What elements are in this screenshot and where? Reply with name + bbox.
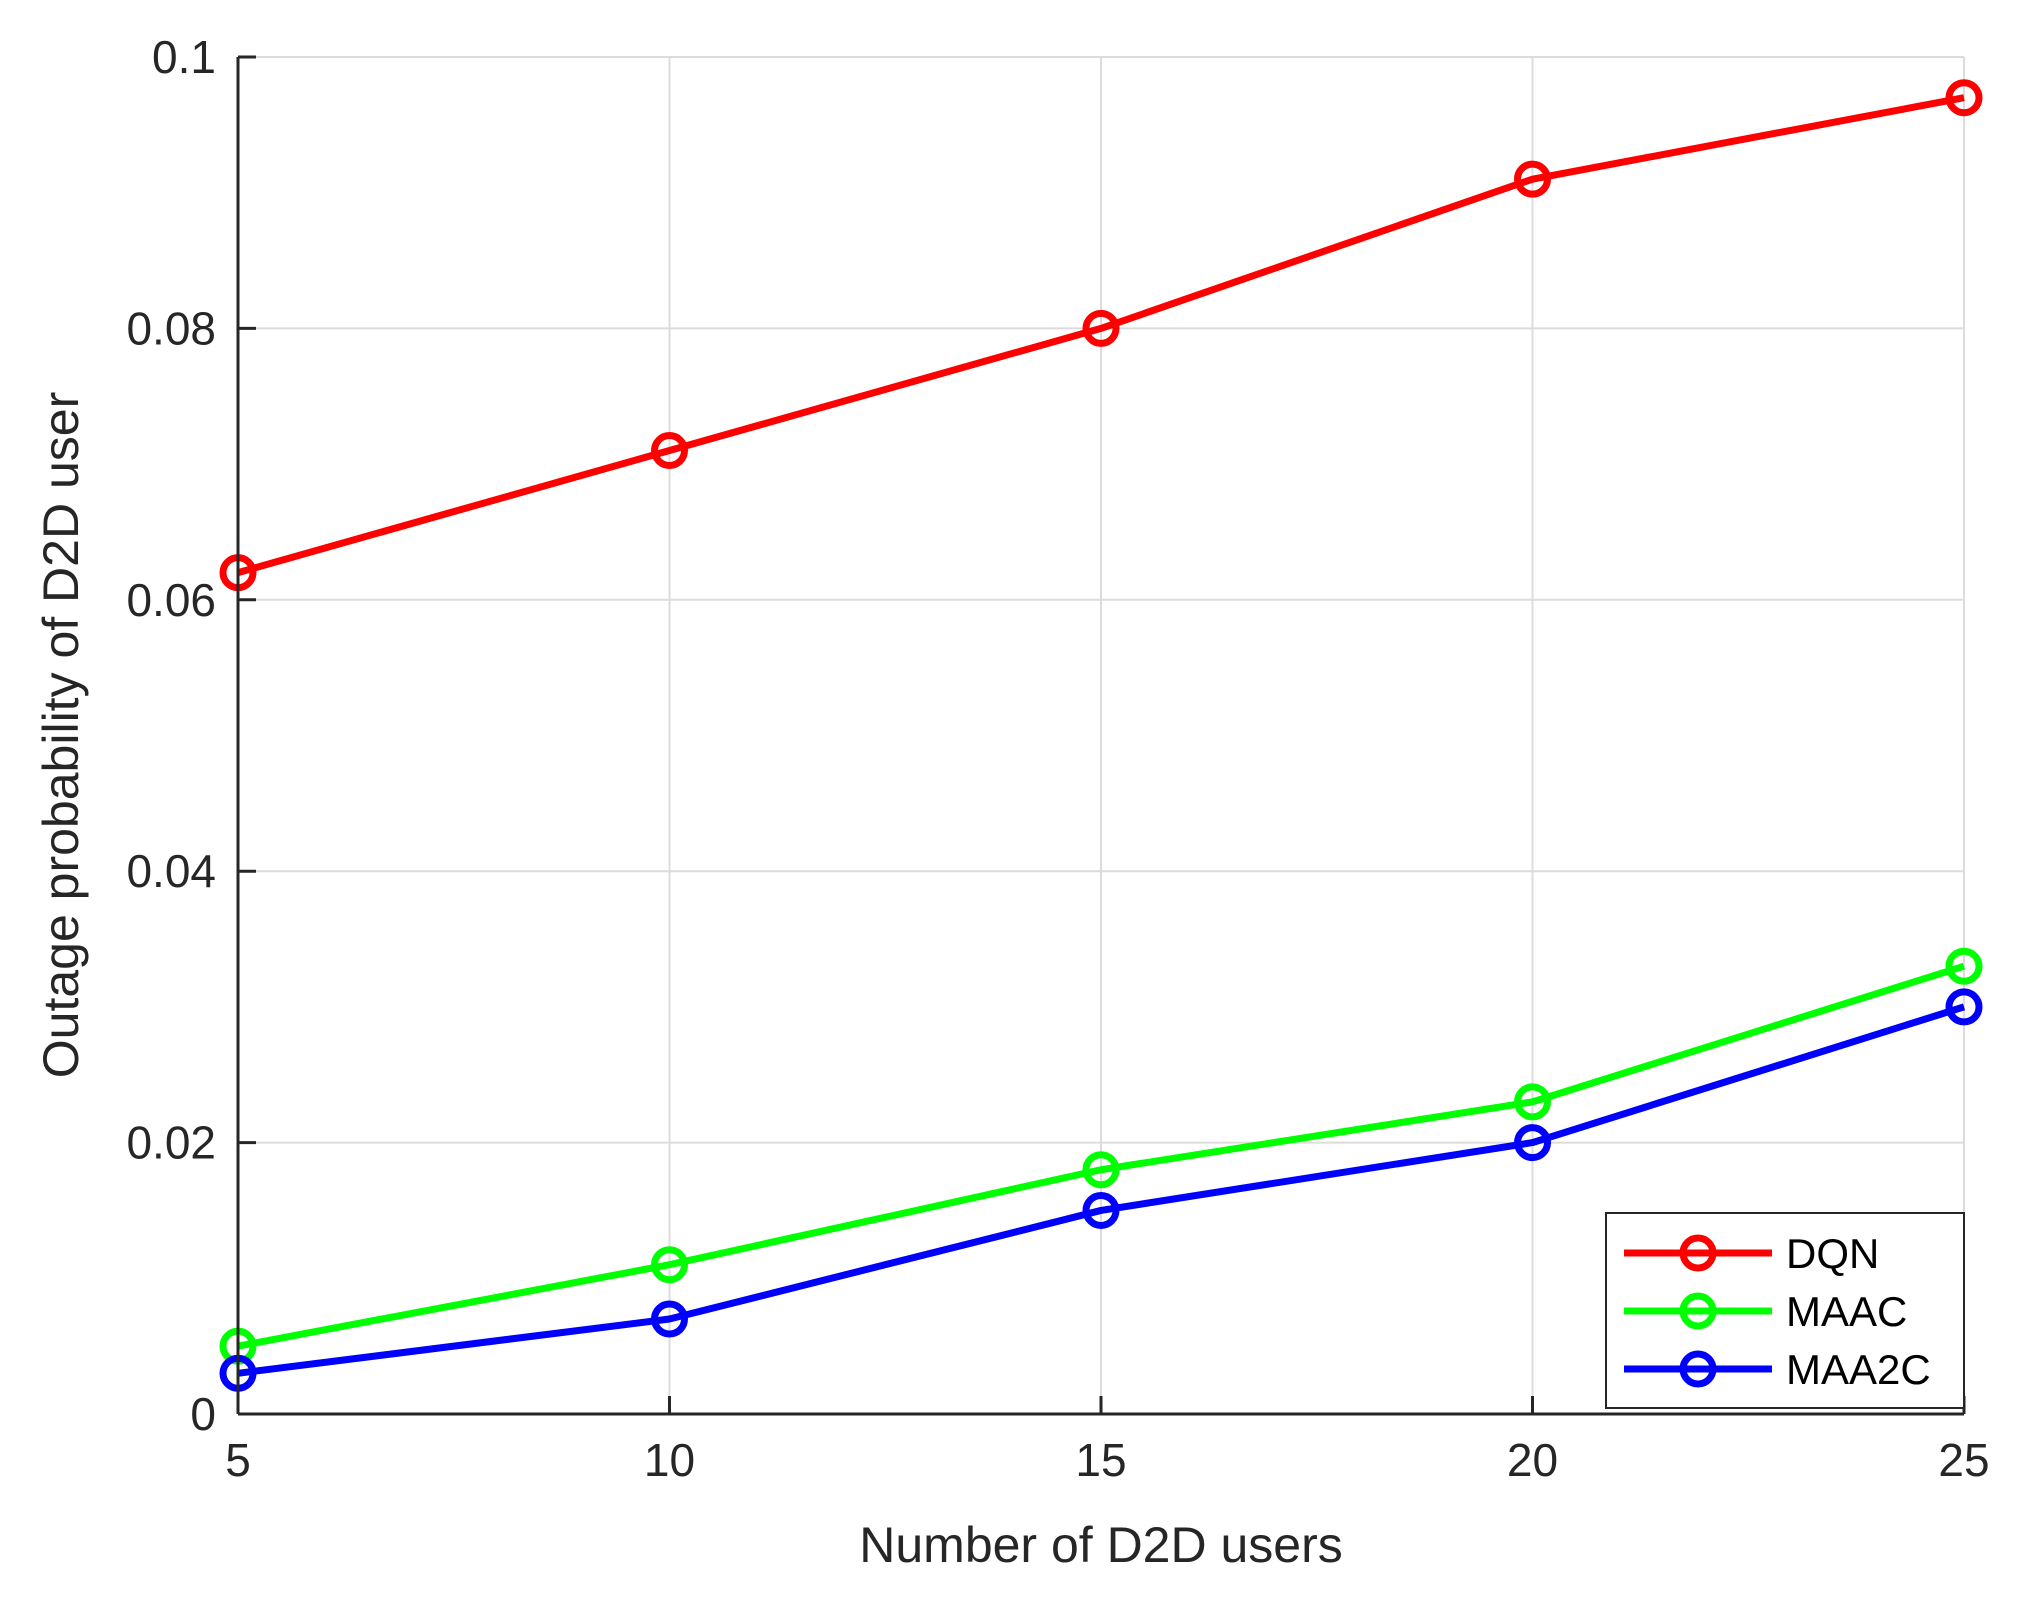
tick-labels: 5 10 15 20 25 0 0.02 0.04 0.06 0.08 0.1 [126,31,1989,1486]
y-tick-label: 0.08 [126,302,216,354]
data-point [1945,988,1983,1026]
legend-label: DQN [1786,1230,1879,1277]
legend-marker [1679,1292,1717,1330]
data-point [651,1246,688,1284]
axes [236,55,1966,1416]
data-point [1945,79,1983,117]
series-dqn [219,79,1983,592]
y-tick-label: 0.1 [152,31,216,83]
legend-item: MAA2C [1624,1346,1931,1393]
legend-marker [1679,1234,1717,1272]
series-layer [219,79,1983,1392]
y-tick-label: 0.06 [126,574,216,626]
data-point [1514,160,1551,198]
legend: DQN MAAC MAA2C [1605,1212,1965,1409]
x-tick-label: 10 [644,1434,695,1486]
data-point [1082,1151,1120,1189]
series-line [237,94,1965,577]
legend-marker [1679,1350,1717,1388]
legend-item: DQN [1624,1230,1879,1277]
legend-item: MAAC [1624,1288,1907,1335]
data-point [1945,947,1983,985]
data-point [651,1300,688,1338]
x-tick-label: 5 [225,1434,251,1486]
x-tick-label: 20 [1507,1434,1558,1486]
series-maac [219,947,1983,1365]
series-maa2c [219,988,1983,1392]
data-point [1082,309,1120,347]
x-tick-label: 15 [1075,1434,1126,1486]
series-line [237,962,1966,1350]
data-point [1082,1191,1120,1229]
legend-label: MAA2C [1786,1346,1931,1393]
data-point [651,432,688,470]
data-point [1514,1124,1551,1162]
data-point [1514,1083,1551,1121]
x-axis-label: Number of D2D users [859,1517,1343,1573]
y-tick-label: 0.02 [126,1117,216,1169]
legend-label: MAAC [1786,1288,1907,1335]
x-tick-label: 25 [1938,1434,1989,1486]
y-tick-label: 0.04 [126,845,216,897]
y-tick-label: 0 [190,1388,216,1440]
y-axis-label: Outage probability of D2D user [33,392,89,1078]
series-line [237,1003,1966,1377]
